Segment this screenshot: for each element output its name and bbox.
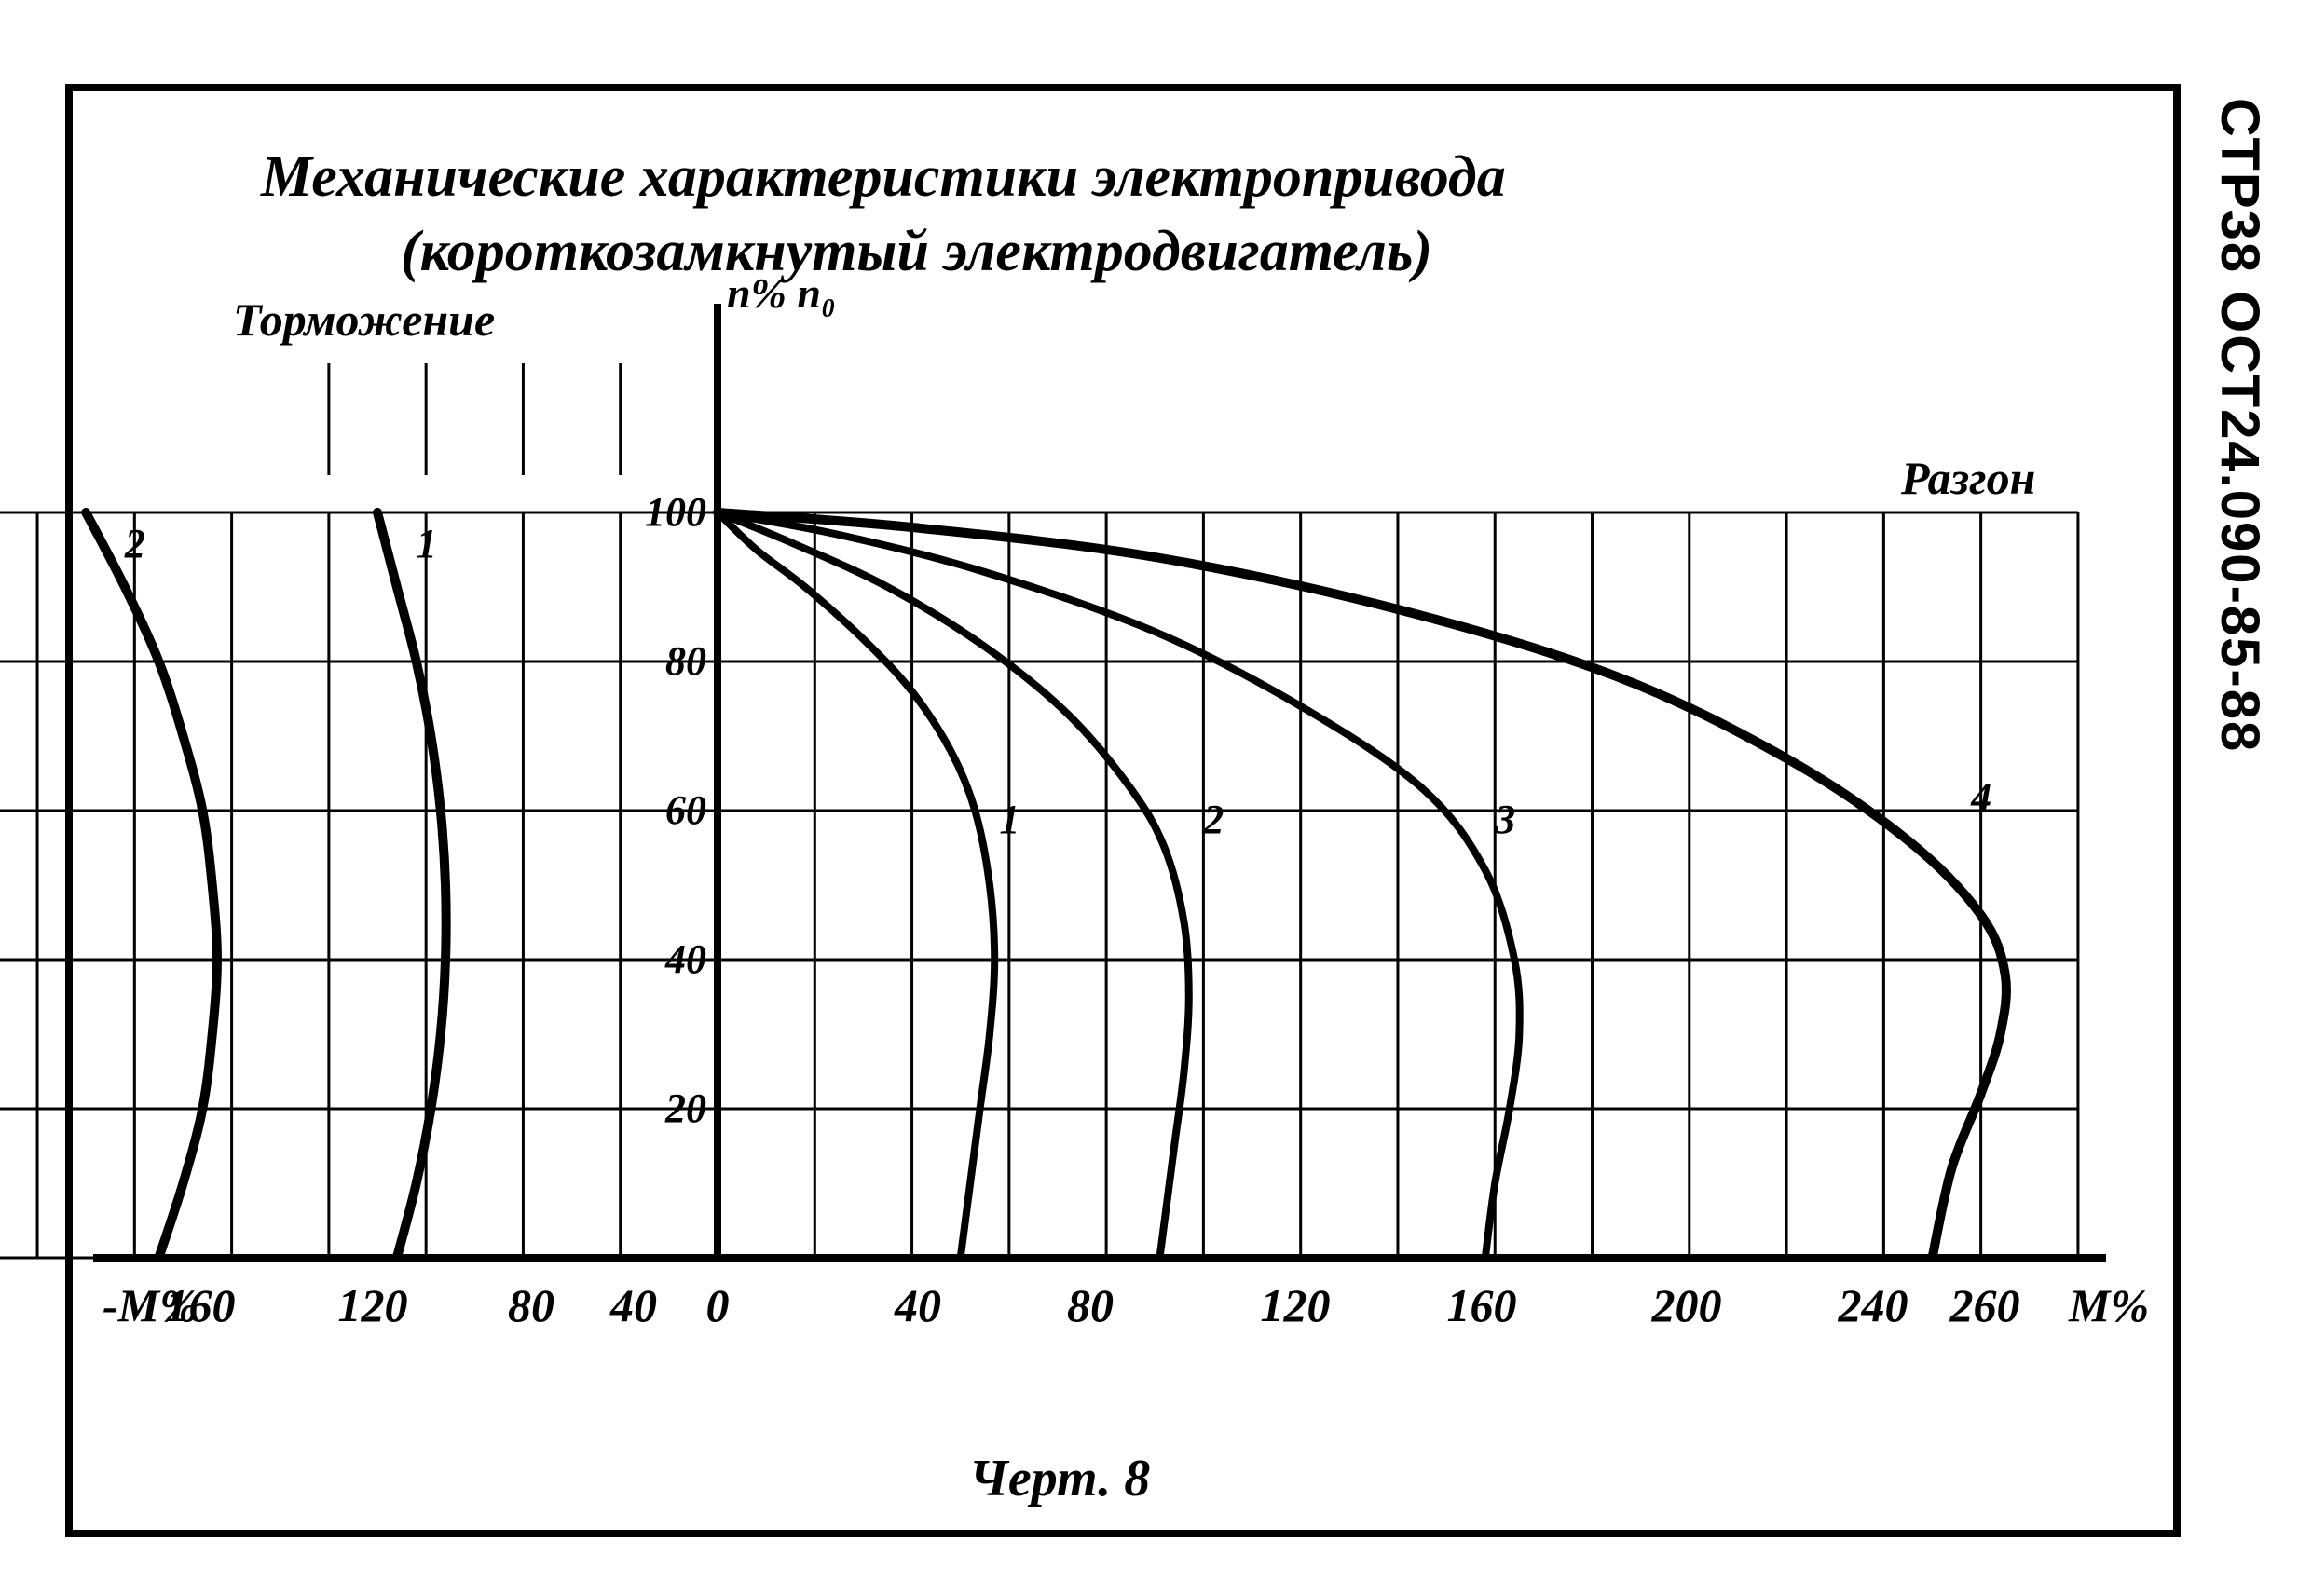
accel-curve-label-3: 3 [1494,797,1515,842]
x-tick-label: 80 [1067,1279,1114,1331]
y-axis-label: n% n₀ [727,269,836,317]
y-tick-label: 20 [664,1085,706,1131]
x-tick-label: 80 [508,1279,554,1331]
x-tick-label: 260 [1949,1279,2020,1331]
x-tick-label: 0 [706,1279,730,1331]
mechanical-characteristics-chart: -M%160120804004080120160200240260M%20406… [0,0,2312,1596]
brake-curve-1 [377,512,446,1258]
y-tick-label: 80 [665,638,706,684]
x-tick-label: M% [2068,1279,2149,1331]
brake-curve-label-1: 1 [417,521,437,566]
y-tick-label: 60 [665,787,706,833]
x-tick-label: 240 [1838,1279,1908,1331]
region-label: Торможение [233,293,495,346]
brake-curve-2 [86,512,217,1258]
x-tick-label: 120 [1261,1279,1331,1331]
x-tick-label: 160 [1447,1279,1517,1331]
x-tick-label: 120 [338,1279,408,1331]
accel-curve-2 [718,512,1189,1258]
accel-curve-label-2: 2 [1202,797,1224,842]
x-tick-label: 200 [1651,1279,1722,1331]
x-tick-label: 40 [609,1279,657,1331]
y-tick-label: 40 [664,936,706,982]
accel-curve-label-4: 4 [1970,774,1991,820]
accel-curve-3 [718,512,1520,1258]
region-label: Разгон [1900,452,2035,504]
x-tick-label: 40 [894,1279,941,1331]
x-tick-label: 160 [166,1279,236,1331]
y-tick-label: 100 [645,489,706,535]
brake-curve-label-2: 2 [124,521,145,566]
accel-curve-label-1: 1 [999,797,1019,842]
